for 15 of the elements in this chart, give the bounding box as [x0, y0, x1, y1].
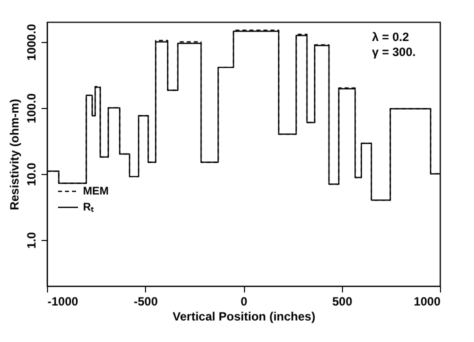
x-tick-label: 0: [240, 294, 248, 308]
x-tick-label: -1000: [48, 294, 79, 308]
x-axis-title: Vertical Position (inches): [172, 310, 316, 324]
x-tick-label: 500: [332, 294, 353, 308]
y-axis-title: Resistivity (ohm-m): [8, 98, 22, 210]
y-tick-label: 100.0: [24, 93, 38, 124]
x-tick-label: 1000: [414, 294, 441, 308]
x-tick-label: -500: [134, 294, 158, 308]
y-tick-label: 1000.0: [24, 24, 38, 61]
legend-label: Rₜ: [83, 201, 94, 214]
y-tick-label: 10.0: [24, 162, 38, 186]
annotation: γ = 300.: [372, 45, 416, 59]
y-tick-label: 1.0: [24, 232, 38, 249]
legend-label: MEM: [83, 185, 109, 198]
annotation: λ = 0.2: [372, 30, 410, 44]
